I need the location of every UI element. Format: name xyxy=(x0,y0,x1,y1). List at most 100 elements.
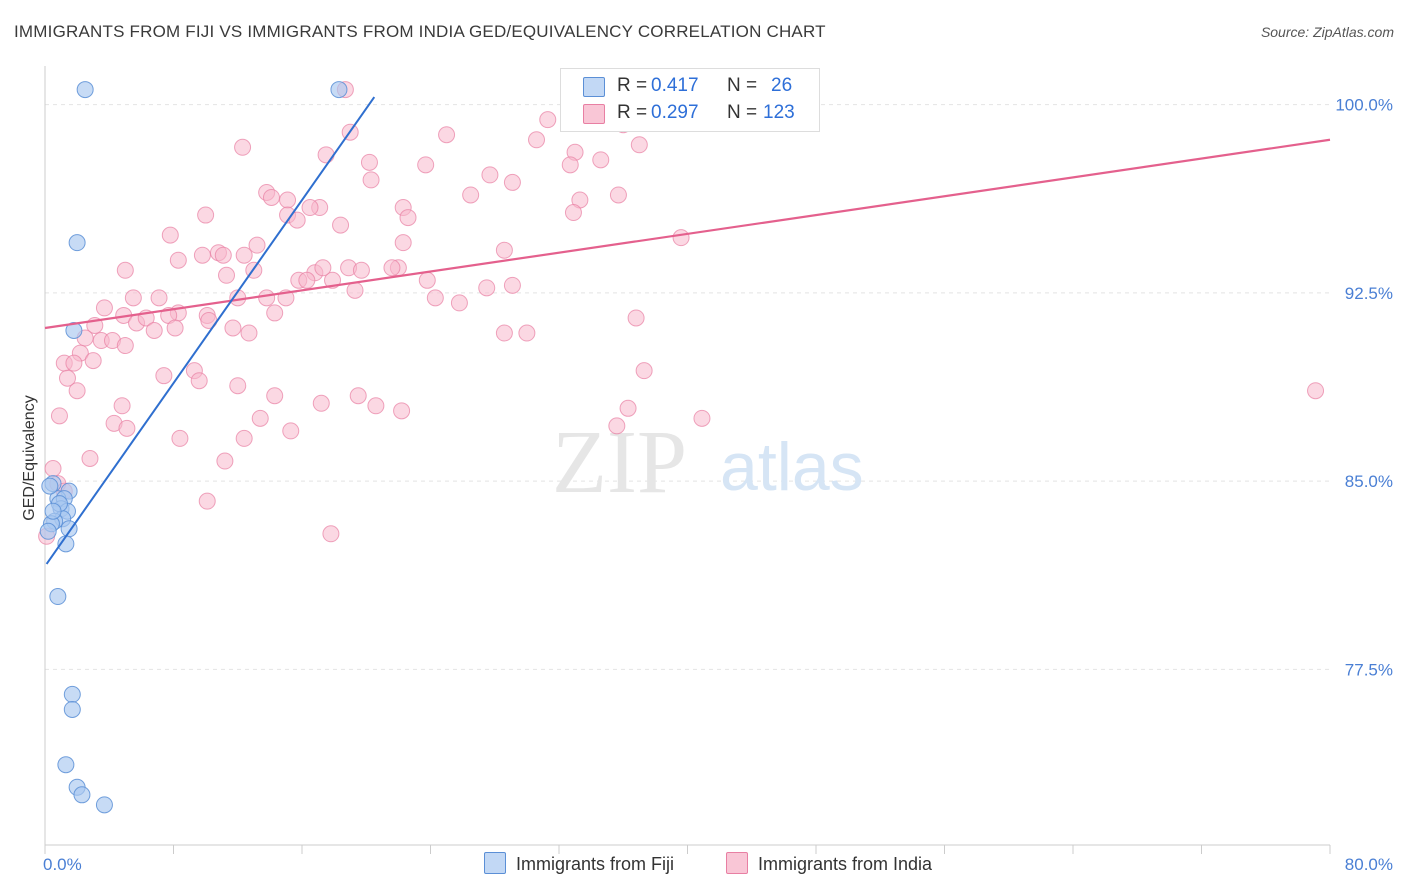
india-point-113 xyxy=(627,309,645,327)
india-point-81 xyxy=(84,352,102,370)
bottom-legend-label-fiji: Immigrants from Fiji xyxy=(516,854,675,874)
india-point-6 xyxy=(234,138,252,156)
india-point-103 xyxy=(44,460,62,478)
india-point-107 xyxy=(322,525,340,543)
india-trend-line xyxy=(44,138,1331,330)
y-tick-labels: 77.5% 85.0% 92.5% 100.0% xyxy=(1335,96,1393,680)
india-point-9 xyxy=(417,156,435,174)
india-point-110 xyxy=(619,399,637,417)
legend-india-n-value: 123 xyxy=(763,102,795,123)
india-point-4 xyxy=(528,131,546,149)
india-point-71 xyxy=(224,319,242,337)
legend-india-r-label: R = xyxy=(617,102,648,123)
india-point-82 xyxy=(155,367,173,385)
india-point-61 xyxy=(450,294,468,312)
india-point-93 xyxy=(68,382,86,400)
india-point-15 xyxy=(462,186,480,204)
india-point-112 xyxy=(635,362,653,380)
india-point-31 xyxy=(495,241,513,259)
india-point-62 xyxy=(124,289,142,307)
india-point-10 xyxy=(561,156,579,174)
fiji-point-16 xyxy=(63,685,81,703)
india-point-24 xyxy=(288,211,306,229)
fiji-point-0 xyxy=(76,81,94,99)
india-point-30 xyxy=(672,229,690,247)
india-point-109 xyxy=(608,417,626,435)
india-point-90 xyxy=(393,402,411,420)
india-point-121 xyxy=(1307,382,1325,400)
axes xyxy=(44,66,1331,854)
india-point-37 xyxy=(235,246,253,264)
india-point-36 xyxy=(193,246,211,264)
x-tick-label-max: 80.0% xyxy=(1345,855,1393,874)
india-point-86 xyxy=(266,387,284,405)
fiji-trend-line xyxy=(45,96,376,565)
india-point-108 xyxy=(495,324,513,342)
india-point-98 xyxy=(235,429,253,447)
fiji-point-1 xyxy=(330,81,348,99)
fiji-point-24 xyxy=(39,522,57,540)
series-india-points xyxy=(38,81,1325,545)
india-point-11 xyxy=(481,166,499,184)
fiji-point-22 xyxy=(41,477,59,495)
india-point-48 xyxy=(352,261,370,279)
y-tick-label-3: 100.0% xyxy=(1335,96,1393,115)
india-point-47 xyxy=(383,259,401,277)
india-point-51 xyxy=(503,276,521,294)
india-point-50 xyxy=(478,279,496,297)
india-point-3 xyxy=(630,136,648,154)
india-point-116 xyxy=(539,111,557,129)
stats-legend: R = 0.417 N = 26 R = 0.297 N = 123 xyxy=(560,68,820,132)
india-point-8 xyxy=(360,153,378,171)
india-point-2 xyxy=(438,126,456,144)
india-point-120 xyxy=(609,186,627,204)
india-point-14 xyxy=(262,188,280,206)
legend-india-r-value: 0.297 xyxy=(651,102,699,123)
india-point-28 xyxy=(248,236,266,254)
y-tick-label-2: 92.5% xyxy=(1345,284,1393,303)
india-point-106 xyxy=(81,450,99,467)
x-tick-label-min: 0.0% xyxy=(43,855,82,874)
india-point-117 xyxy=(592,151,610,169)
y-tick-label-1: 85.0% xyxy=(1345,472,1393,491)
india-point-102 xyxy=(198,492,216,510)
india-point-63 xyxy=(95,299,113,317)
india-point-84 xyxy=(190,372,208,390)
india-point-111 xyxy=(693,409,711,427)
india-point-92 xyxy=(58,369,76,387)
india-point-99 xyxy=(251,409,269,427)
india-point-22 xyxy=(564,204,582,222)
india-point-72 xyxy=(240,324,258,342)
chart-title: IMMIGRANTS FROM FIJI VS IMMIGRANTS FROM … xyxy=(14,22,826,41)
india-point-69 xyxy=(166,319,184,337)
india-point-101 xyxy=(216,452,234,470)
legend-fiji-n-label: N = xyxy=(727,75,758,96)
india-point-89 xyxy=(367,397,385,415)
india-point-17 xyxy=(279,191,297,209)
india-point-41 xyxy=(169,251,187,269)
legend-fiji-n-value: 26 xyxy=(771,75,793,96)
india-point-42 xyxy=(214,246,232,264)
india-point-88 xyxy=(349,387,367,405)
india-point-85 xyxy=(229,377,247,395)
india-point-40 xyxy=(218,266,236,284)
fiji-point-3 xyxy=(65,322,83,340)
india-point-7 xyxy=(317,146,335,164)
fiji-point-20 xyxy=(73,786,91,804)
india-point-26 xyxy=(197,206,215,224)
source-credit: Source: ZipAtlas.com xyxy=(1260,24,1394,40)
india-point-45 xyxy=(314,259,332,277)
india-point-49 xyxy=(418,271,436,289)
india-point-60 xyxy=(426,289,444,307)
bottom-legend-fiji: Immigrants from Fiji xyxy=(484,852,674,875)
india-point-77 xyxy=(116,337,134,355)
bottom-legend-india: Immigrants from India xyxy=(726,852,932,875)
india-point-25 xyxy=(301,199,319,217)
legend-swatch-india xyxy=(583,104,605,124)
india-point-97 xyxy=(171,429,189,447)
india-point-58 xyxy=(346,281,364,299)
watermark-atlas: atlas xyxy=(720,429,864,505)
india-point-39 xyxy=(116,261,134,279)
fiji-point-18 xyxy=(57,756,75,774)
